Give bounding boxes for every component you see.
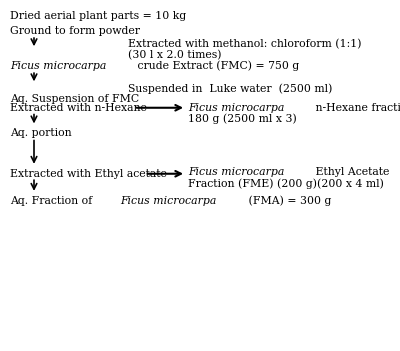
- Text: Fraction (FME) (200 g)(200 x 4 ml): Fraction (FME) (200 g)(200 x 4 ml): [188, 178, 384, 188]
- Text: Ficus microcarpa: Ficus microcarpa: [121, 196, 217, 206]
- Text: crude Extract (FMC) = 750 g: crude Extract (FMC) = 750 g: [134, 60, 300, 71]
- Text: Ground to form powder: Ground to form powder: [10, 26, 140, 36]
- Text: Extracted with n-Hexane: Extracted with n-Hexane: [10, 103, 147, 113]
- Text: Extracted with Ethyl acetate: Extracted with Ethyl acetate: [10, 169, 167, 179]
- Text: Dried aerial plant parts = 10 kg: Dried aerial plant parts = 10 kg: [10, 11, 186, 21]
- Text: n-Hexane fraction: n-Hexane fraction: [312, 103, 400, 113]
- Text: Aq. Fraction of: Aq. Fraction of: [10, 196, 96, 206]
- Text: Ethyl Acetate: Ethyl Acetate: [312, 167, 390, 177]
- Text: Aq. Suspension of FMC: Aq. Suspension of FMC: [10, 94, 139, 104]
- Text: Suspended in  Luke water  (2500 ml): Suspended in Luke water (2500 ml): [128, 83, 332, 94]
- Text: Ficus microcarpa: Ficus microcarpa: [188, 167, 284, 177]
- Text: Ficus microcarpa: Ficus microcarpa: [10, 61, 106, 71]
- Text: Extracted with methanol: chloroform (1:1): Extracted with methanol: chloroform (1:1…: [128, 39, 362, 49]
- Text: Ficus microcarpa: Ficus microcarpa: [188, 103, 284, 113]
- Text: Aq. portion: Aq. portion: [10, 128, 72, 138]
- Text: 180 g (2500 ml x 3): 180 g (2500 ml x 3): [188, 113, 297, 124]
- Text: (FMA) = 300 g: (FMA) = 300 g: [245, 196, 331, 206]
- Text: (30 l x 2.0 times): (30 l x 2.0 times): [128, 50, 222, 60]
